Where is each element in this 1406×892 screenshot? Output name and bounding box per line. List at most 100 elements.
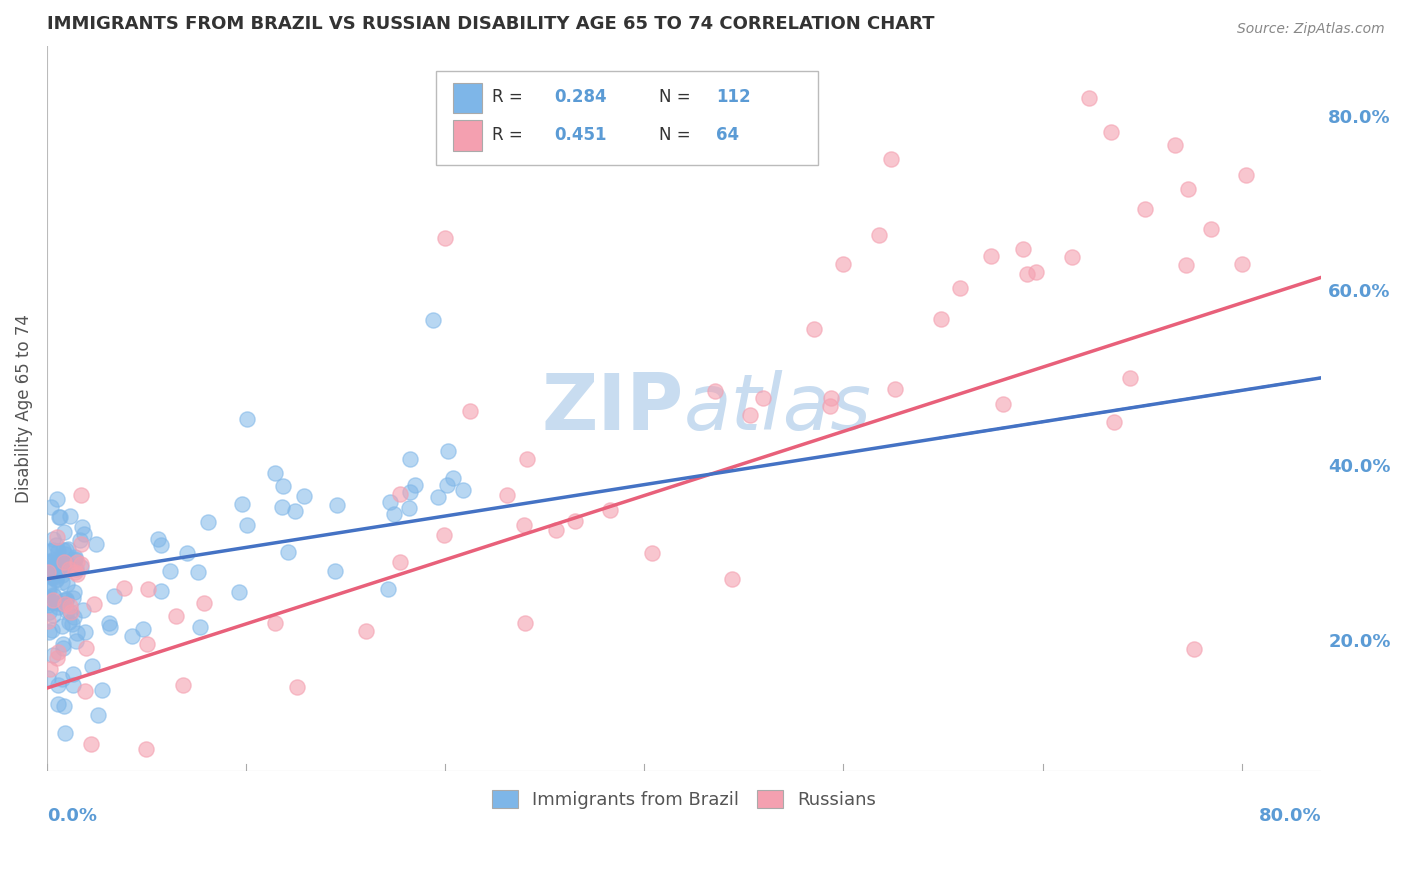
Point: [48, 509, 70, 524]
Point: [62, 678, 84, 692]
Point: [751, 391, 773, 405]
Point: [52, 597, 75, 611]
Text: 80.0%: 80.0%: [1258, 807, 1322, 825]
Point: [59, 599, 82, 613]
Point: [516, 452, 538, 467]
Point: [55, 604, 77, 618]
Point: [136, 582, 159, 597]
Point: [388, 556, 411, 570]
Point: [38, 605, 60, 619]
Point: [434, 231, 457, 245]
Point: [45, 574, 67, 588]
Point: [39, 500, 62, 515]
Text: IMMIGRANTS FROM BRAZIL VS RUSSIAN DISABILITY AGE 65 TO 74 CORRELATION CHART: IMMIGRANTS FROM BRAZIL VS RUSSIAN DISABI…: [46, 15, 935, 33]
FancyBboxPatch shape: [454, 120, 481, 151]
Point: [48, 553, 70, 567]
Point: [46, 697, 69, 711]
Point: [641, 546, 664, 560]
Text: R =: R =: [492, 126, 523, 144]
Point: [980, 249, 1002, 263]
Point: [41, 570, 63, 584]
Point: [58, 615, 80, 629]
Point: [73, 684, 96, 698]
Point: [422, 313, 444, 327]
Point: [135, 741, 157, 756]
Point: [458, 404, 481, 418]
Point: [46, 650, 69, 665]
Point: [285, 681, 308, 695]
Point: [46, 544, 69, 558]
Point: [235, 411, 257, 425]
Point: [197, 515, 219, 529]
Point: [378, 495, 401, 509]
Point: [1175, 258, 1198, 272]
Point: [1201, 222, 1223, 236]
Point: [433, 527, 456, 541]
Point: [87, 708, 110, 723]
Point: [51, 619, 73, 633]
Point: [103, 589, 125, 603]
Point: [187, 565, 209, 579]
Point: [1230, 257, 1253, 271]
Point: [45, 538, 67, 552]
Point: [73, 527, 96, 541]
Point: [59, 509, 82, 524]
Point: [1012, 242, 1035, 256]
Point: [42, 566, 65, 580]
Point: [38, 555, 60, 569]
Point: [70, 488, 93, 502]
Text: R =: R =: [492, 88, 523, 106]
Point: [55, 597, 77, 611]
Point: [41, 607, 63, 622]
Point: [1062, 250, 1084, 264]
Point: [270, 500, 292, 514]
Point: [66, 626, 89, 640]
Point: [721, 572, 744, 586]
Point: [37, 615, 59, 629]
Point: [42, 593, 65, 607]
Point: [69, 560, 91, 574]
Point: [65, 562, 87, 576]
Point: [820, 399, 842, 413]
Point: [1077, 91, 1099, 105]
Point: [51, 568, 73, 582]
Point: [98, 619, 121, 633]
Point: [277, 545, 299, 559]
Point: [323, 564, 346, 578]
Point: [1177, 182, 1199, 196]
Point: [37, 581, 59, 595]
Point: [46, 530, 69, 544]
Point: [37, 672, 59, 686]
Point: [441, 471, 464, 485]
Point: [48, 596, 70, 610]
Point: [820, 391, 842, 405]
Point: [42, 588, 65, 602]
Point: [72, 520, 94, 534]
Point: [84, 536, 107, 550]
Point: [62, 553, 84, 567]
Point: [49, 510, 72, 524]
Text: N =: N =: [658, 88, 690, 106]
Point: [991, 397, 1014, 411]
Point: [37, 595, 59, 609]
Point: [1099, 125, 1122, 139]
Point: [1025, 265, 1047, 279]
Point: [599, 503, 621, 517]
Point: [39, 543, 62, 558]
Point: [52, 640, 75, 655]
Point: [46, 565, 69, 579]
Point: [1164, 137, 1187, 152]
Point: [1234, 168, 1257, 182]
Point: [544, 523, 567, 537]
Point: [325, 498, 347, 512]
Point: [42, 595, 65, 609]
Point: [284, 504, 307, 518]
Text: 64: 64: [716, 126, 740, 144]
Point: [37, 591, 59, 606]
Point: [880, 153, 903, 167]
Point: [62, 591, 84, 605]
Point: [37, 598, 59, 612]
Point: [884, 382, 907, 396]
Point: [384, 507, 406, 521]
Point: [63, 610, 86, 624]
